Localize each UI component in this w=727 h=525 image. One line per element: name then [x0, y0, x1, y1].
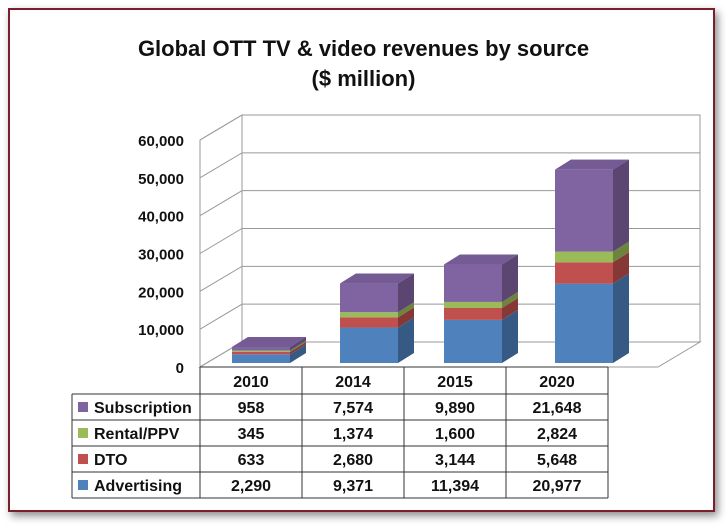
bar-side — [398, 307, 414, 328]
bar-side — [290, 344, 306, 363]
bar-side — [290, 337, 306, 351]
bar-side — [613, 252, 629, 284]
table-cell: 11,394 — [431, 478, 479, 495]
bar-side — [398, 302, 414, 318]
table-cell: 345 — [238, 426, 265, 443]
legend-key-subscription — [78, 402, 88, 412]
bar-segment-rentalppv-2014 — [340, 312, 398, 318]
y-tick-label: 60,000 — [138, 133, 184, 150]
bar-segment-subscription-2015 — [444, 264, 502, 302]
bar-top-shade — [232, 337, 306, 348]
table-cell: 2,824 — [537, 426, 577, 443]
gridline — [199, 114, 700, 141]
table-cell: 5,648 — [537, 452, 577, 469]
legend-key-dto — [78, 454, 88, 464]
bar-side — [398, 317, 414, 363]
bar-segment-advertising-2014 — [340, 327, 398, 363]
bar-segment-rentalppv-2010 — [232, 350, 290, 352]
table-row-label: Rental/PPV — [94, 426, 180, 443]
table-cell: 2,680 — [333, 452, 373, 469]
table-cell: 633 — [238, 452, 265, 469]
bar-segment-rentalppv-2020 — [555, 251, 613, 263]
bar-side — [398, 273, 414, 313]
bar-side — [290, 340, 306, 352]
y-tick-label: 40,000 — [138, 209, 184, 226]
table-column-header: 2015 — [437, 374, 473, 391]
y-tick-label: 10,000 — [138, 322, 184, 339]
table-row-label: DTO — [94, 452, 127, 469]
table-cell: 1,374 — [333, 426, 373, 443]
table-cell: 9,371 — [333, 478, 373, 495]
table-cell: 7,574 — [333, 400, 373, 417]
gridline — [199, 190, 700, 217]
bar-segment-dto-2015 — [444, 307, 502, 320]
table-cell: 20,977 — [533, 478, 582, 495]
table-cell: 958 — [238, 400, 265, 417]
y-tick-label: 0 — [176, 360, 184, 377]
y-tick-label: 30,000 — [138, 247, 184, 264]
bar-segment-dto-2020 — [555, 262, 613, 284]
gridline — [199, 265, 700, 292]
table-cell: 1,600 — [435, 426, 475, 443]
chart-title: Global OTT TV & video revenues by source — [137, 36, 590, 61]
bar-segment-advertising-2015 — [444, 319, 502, 363]
bar-top-shade — [555, 159, 629, 170]
table-column-header: 2014 — [335, 374, 371, 391]
bar-segment-subscription-2010 — [232, 347, 290, 351]
bar-segment-advertising-2020 — [555, 283, 613, 363]
bar-side — [502, 309, 518, 363]
bar-top-shade — [340, 273, 414, 284]
gridline — [199, 152, 700, 179]
bar-segment-dto-2010 — [232, 351, 290, 355]
y-tick-label: 50,000 — [138, 171, 184, 188]
bar-side — [613, 159, 629, 252]
gridline — [199, 228, 700, 254]
bar-side — [613, 273, 629, 363]
bar-segment-rentalppv-2015 — [444, 301, 502, 308]
bar-side — [502, 297, 518, 320]
bar-segment-dto-2014 — [340, 317, 398, 328]
table-cell: 3,144 — [435, 452, 475, 469]
chart-subtitle: ($ million) — [311, 66, 416, 91]
gridline — [199, 303, 700, 330]
legend-key-advertising — [78, 480, 88, 490]
bar-side — [290, 341, 306, 355]
bar-segment-advertising-2010 — [232, 354, 290, 363]
legend-key-rentalppv — [78, 428, 88, 438]
table-column-header: 2020 — [539, 374, 575, 391]
table-row-label: Advertising — [94, 478, 182, 495]
table-cell: 21,648 — [533, 400, 582, 417]
bar-side — [502, 291, 518, 308]
bar-side — [613, 241, 629, 263]
table-cell: 2,290 — [231, 478, 271, 495]
table-cell: 9,890 — [435, 400, 475, 417]
bar-segment-subscription-2020 — [555, 169, 613, 252]
bar-segment-subscription-2014 — [340, 283, 398, 313]
bar-top-shade — [444, 254, 518, 265]
y-tick-label: 20,000 — [138, 284, 184, 301]
table-row-label: Subscription — [94, 400, 192, 417]
bar-side — [502, 254, 518, 302]
table-column-header: 2010 — [233, 374, 269, 391]
